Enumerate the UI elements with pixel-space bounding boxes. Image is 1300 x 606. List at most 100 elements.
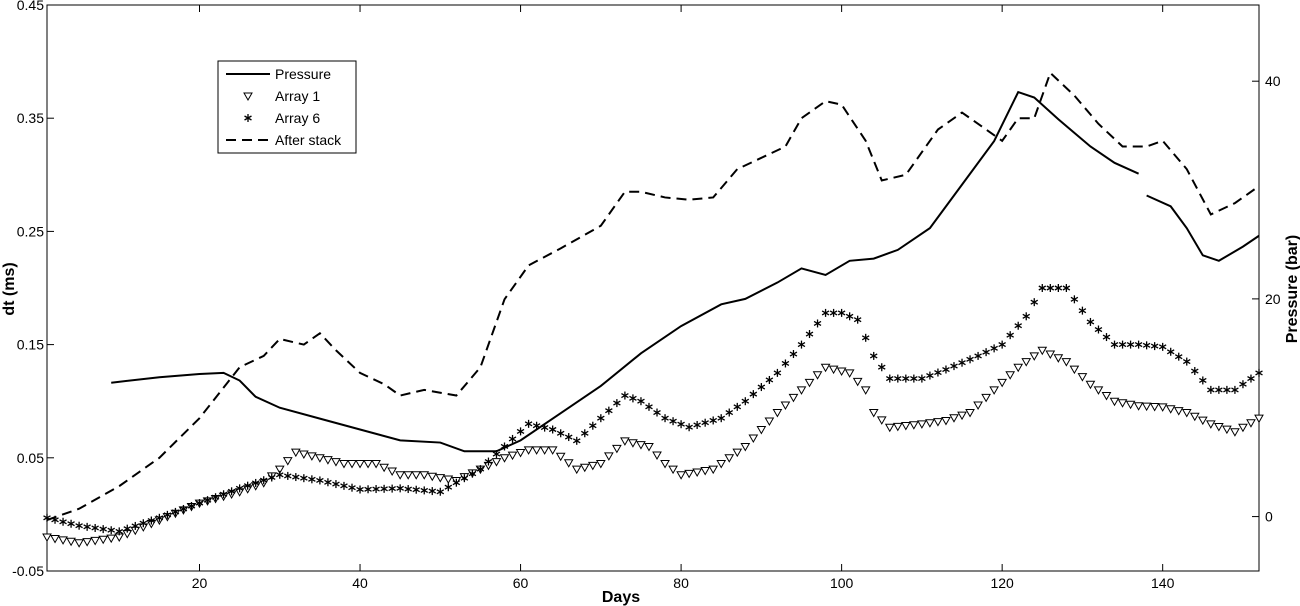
array-6-marker [869, 351, 878, 360]
array-6-marker [982, 348, 990, 357]
array-6-marker [211, 493, 220, 502]
array-6-marker [1190, 367, 1199, 376]
array-6-marker [902, 374, 910, 383]
array-1-marker [1045, 350, 1056, 360]
array-1-marker [836, 367, 847, 377]
array-1-marker [595, 459, 606, 469]
array-1-marker [1093, 386, 1104, 395]
array-6-marker [324, 478, 332, 487]
array-6-marker [500, 442, 509, 451]
array-1-marker [1230, 428, 1240, 437]
legend-array-1-swatch [243, 92, 253, 102]
array-6-marker [1223, 385, 1231, 394]
array-1-marker [788, 393, 799, 403]
x-tick-label: 100 [830, 575, 854, 591]
array-1-marker [925, 419, 935, 428]
array-1-marker [66, 537, 76, 547]
array-1-marker [860, 386, 871, 395]
array-6-marker [524, 419, 533, 428]
array-6-marker [998, 340, 1006, 349]
array-1-marker [1254, 414, 1264, 424]
array-6-marker [733, 402, 742, 411]
array-6-marker [1207, 385, 1215, 394]
array-6-marker [749, 390, 758, 399]
array-6-marker [1150, 342, 1159, 351]
array-1-marker [290, 448, 301, 458]
array-1-marker [371, 459, 381, 469]
array-6-marker [1174, 352, 1183, 361]
array-1-marker [692, 468, 703, 477]
array-6-marker [123, 524, 132, 533]
array-6-marker [1199, 376, 1207, 385]
array-1-marker [395, 471, 406, 480]
array-6-marker [797, 340, 806, 349]
array-1-marker [933, 418, 943, 427]
array-1-marker [1029, 352, 1040, 361]
array-1-marker [1061, 358, 1072, 367]
array-1-marker [660, 459, 670, 469]
array-1-marker [50, 534, 60, 544]
array-1-marker [547, 446, 558, 455]
array-6-marker [1062, 284, 1071, 292]
array-1-marker [315, 454, 325, 463]
array-6-marker [725, 408, 734, 417]
array-6-marker [404, 485, 412, 494]
array-6-marker [829, 308, 838, 317]
array-6-marker [155, 513, 164, 522]
left-y-tick-label: 0.35 [17, 110, 44, 126]
array-6-marker [1054, 284, 1063, 292]
array-6-marker [444, 483, 453, 492]
array-6-marker [283, 471, 292, 480]
array-6-marker [203, 496, 212, 505]
array-6-marker [300, 474, 308, 483]
array-6-marker [709, 416, 718, 425]
array-6-marker [958, 358, 966, 367]
array-6-marker [564, 433, 573, 442]
array-6-marker [773, 368, 782, 377]
array-6-marker [894, 374, 902, 383]
array-1-marker [1125, 400, 1136, 410]
array-1-marker [90, 536, 101, 546]
array-6-marker [227, 487, 236, 496]
array-1-marker [323, 456, 333, 465]
array-1-marker [1085, 380, 1096, 390]
array-1-marker [716, 459, 727, 469]
array-1-marker [957, 411, 967, 421]
array-6-marker [653, 408, 661, 417]
array-1-marker [443, 475, 454, 485]
array-1-marker [620, 437, 630, 446]
array-1-marker [331, 458, 341, 467]
array-6-marker [1022, 312, 1031, 321]
array-6-marker [292, 473, 300, 482]
array-1-marker [973, 401, 983, 410]
array-6-marker [677, 420, 685, 429]
array-1-marker [571, 465, 582, 475]
array-6-marker [516, 427, 525, 436]
legend-box [217, 60, 357, 154]
array-6-marker [572, 436, 581, 445]
array-6-marker [75, 521, 83, 530]
array-6-marker [588, 421, 597, 430]
array-6-marker [147, 516, 156, 525]
x-tick-label: 60 [513, 575, 529, 591]
array-6-marker [1046, 284, 1055, 292]
array-6-marker [765, 375, 774, 384]
array-6-marker [1078, 306, 1087, 315]
array-6-marker [974, 351, 982, 360]
array-6-marker [259, 476, 268, 485]
array-6-marker [645, 402, 653, 411]
array-6-marker [934, 368, 942, 377]
array-1-marker [1157, 403, 1168, 412]
left-y-tick-label: 0.45 [17, 0, 44, 13]
array-6-marker [685, 423, 693, 432]
x-tick-label: 140 [1151, 575, 1175, 591]
array-6-marker [613, 399, 621, 408]
array-6-marker [1094, 325, 1103, 334]
legend-label: After stack [275, 132, 342, 148]
array-1-marker [1246, 419, 1256, 428]
array-6-marker [468, 469, 477, 478]
array-1-marker [884, 423, 895, 433]
array-6-marker [163, 510, 172, 519]
array-6-marker [926, 371, 934, 380]
array-6-marker [532, 421, 541, 430]
